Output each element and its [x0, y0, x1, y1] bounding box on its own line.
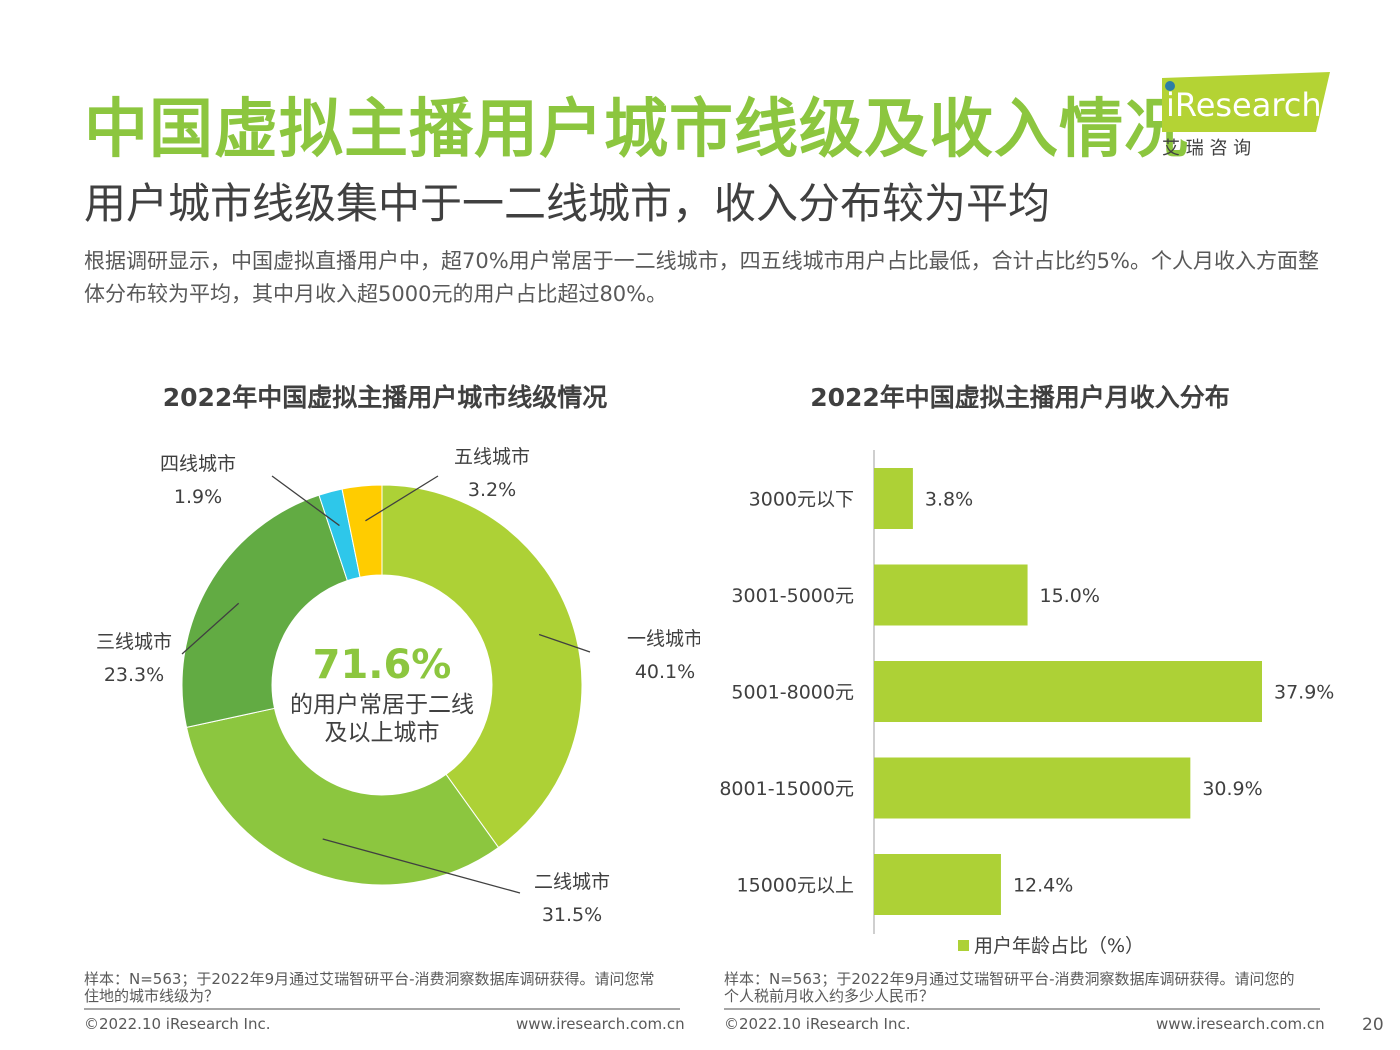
- bar: [874, 757, 1191, 819]
- note-line: 个人税前月收入约多少人民币？: [724, 987, 935, 1005]
- donut-slice-tier3: [181, 494, 348, 728]
- footer-copyright-left: ©2022.10 iResearch Inc.: [84, 1015, 271, 1033]
- slice-value-label-tier1: 40.1%: [635, 661, 695, 683]
- bar-value-label: 30.9%: [1202, 778, 1262, 800]
- leader-line-tier5: [365, 475, 439, 522]
- slice-value-label-tier4: 1.9%: [174, 486, 222, 508]
- donut-labels: 一线城市 40.1% 二线城市 31.5% 三线城市 23.3% 四线城市 1.9% 五线城市 3…: [96, 446, 700, 926]
- slice-category-label-tier5: 五线城市: [454, 446, 530, 468]
- footer-url-right: www.iresearch.com.cn: [1156, 1015, 1325, 1033]
- sample-note-right: 样本：N=563；于2022年9月通过艾瑞智研平台-消费洞察数据库调研获得。请问…: [724, 971, 1295, 1005]
- bar-value-label: 37.9%: [1274, 682, 1334, 704]
- footer-divider-left: [84, 1008, 680, 1010]
- logo-brand: iResearch: [1166, 86, 1322, 124]
- donut-slice-tier1: [381, 484, 583, 849]
- slice-value-label-tier5: 3.2%: [468, 479, 516, 501]
- footer-divider-right: [724, 1008, 1320, 1010]
- bar-category-label: 5001-8000元: [731, 682, 854, 704]
- donut-slice-tier2: [185, 707, 500, 886]
- note-line: 样本：N=563；于2022年9月通过艾瑞智研平台-消费洞察数据库调研获得。请问…: [84, 970, 655, 988]
- bar-value-label: 12.4%: [1013, 875, 1073, 897]
- leader-line-tier2: [322, 838, 521, 894]
- bar-category-label: 3000元以下: [749, 489, 854, 511]
- bar-value-label: 15.0%: [1040, 585, 1100, 607]
- page-subtitle: 用户城市线级集中于一二线城市，收入分布较为平均: [84, 179, 1051, 228]
- footer-copyright-right: ©2022.10 iResearch Inc.: [724, 1015, 911, 1033]
- donut-leader-lines: [181, 475, 591, 894]
- slice-value-label-tier2: 31.5%: [542, 904, 602, 926]
- slice-category-label-tier2: 二线城市: [534, 871, 610, 893]
- bar: [874, 468, 913, 529]
- leader-line-tier3: [181, 602, 240, 655]
- bar-category-label: 8001-15000元: [719, 778, 854, 800]
- center-value: 71.6%: [313, 642, 452, 688]
- bar-chart-title: 2022年中国虚拟主播用户月收入分布: [810, 383, 1230, 412]
- donut-slice-tier5: [341, 484, 383, 578]
- bar-category-label: 15000元以上: [737, 875, 854, 897]
- slice-value-label-tier3: 23.3%: [104, 664, 164, 686]
- bar: [874, 661, 1262, 722]
- bar-chart: 3000元以下 3.8% 3001-5000元 15.0% 5001-8000元 37.9…: [719, 450, 1334, 957]
- logo-dot-icon: [1165, 81, 1175, 91]
- logo-background: [1162, 72, 1330, 132]
- donut-chart-title: 2022年中国虚拟主播用户城市线级情况: [162, 383, 608, 412]
- footer-url-left: www.iresearch.com.cn: [516, 1015, 685, 1033]
- center-text-line2: 及以上城市: [325, 720, 440, 746]
- leader-line-tier4: [271, 475, 340, 527]
- note-line: 住地的城市线级为？: [84, 987, 220, 1005]
- bar-category-label: 3001-5000元: [731, 585, 854, 607]
- slice-category-label-tier3: 三线城市: [96, 631, 172, 653]
- bar-marks: 3000元以下 3.8% 3001-5000元 15.0% 5001-8000元 37.9…: [719, 468, 1334, 915]
- page-number: 20: [1362, 1015, 1384, 1035]
- page-title: 中国虚拟主播用户城市线级及收入情况: [84, 93, 1189, 167]
- slice-category-label-tier1: 一线城市: [627, 628, 700, 650]
- intro-text: 根据调研显示，中国虚拟直播用户中，超70%用户常居于一二线城市，四五线城市用户占…: [84, 249, 1319, 306]
- iresearch-logo: iResearch 艾 瑞 咨 询: [1162, 72, 1330, 159]
- bar: [874, 564, 1028, 626]
- legend-swatch: [958, 940, 969, 951]
- legend-label: 用户年龄占比（%）: [974, 935, 1144, 957]
- slice-category-label-tier4: 四线城市: [160, 453, 236, 475]
- bar-value-label: 3.8%: [925, 489, 973, 511]
- bar: [874, 854, 1001, 915]
- donut-slices: [181, 484, 583, 886]
- center-text-line1: 的用户常居于二线: [290, 692, 474, 718]
- donut-chart: 一线城市 40.1% 二线城市 31.5% 三线城市 23.3% 四线城市 1.9% 五线城市 3…: [96, 446, 700, 926]
- leader-line-tier1: [538, 633, 591, 653]
- logo-cn: 艾 瑞 咨 询: [1162, 138, 1251, 159]
- sample-note-left: 样本：N=563；于2022年9月通过艾瑞智研平台-消费洞察数据库调研获得。请问…: [84, 971, 655, 1005]
- note-line: 样本：N=563；于2022年9月通过艾瑞智研平台-消费洞察数据库调研获得。请问…: [724, 970, 1295, 988]
